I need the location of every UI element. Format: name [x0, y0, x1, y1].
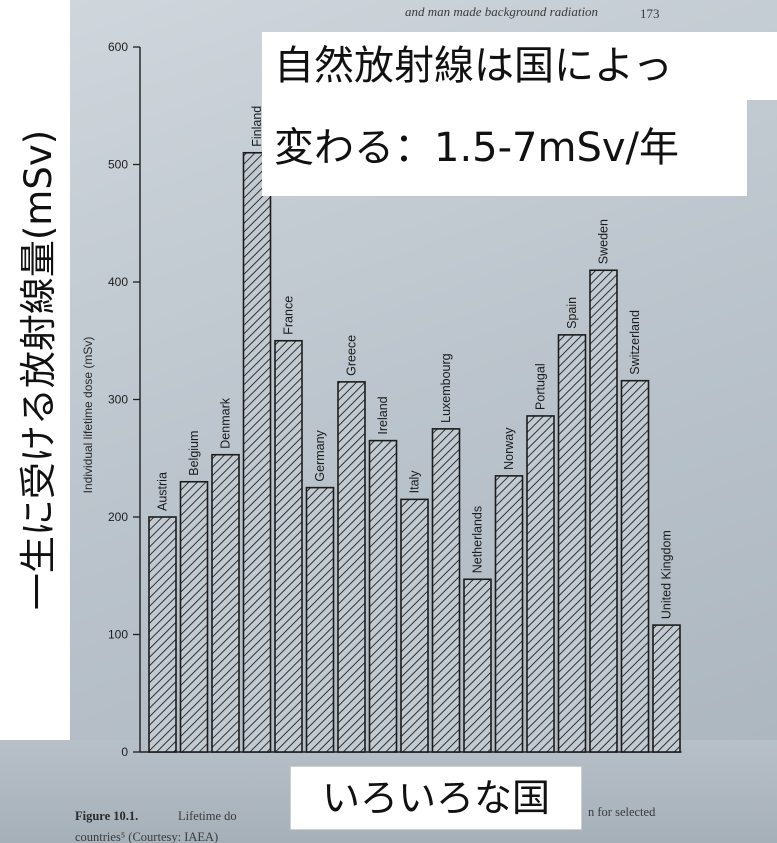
- slide-title-line2: 変わる：1.5-7mSv/年: [262, 100, 747, 196]
- category-label: Switzerland: [628, 310, 642, 375]
- slide-title-line1: 自然放射線は国によっ: [262, 32, 777, 100]
- bar-greece: [337, 381, 366, 753]
- category-label: Spain: [565, 297, 579, 329]
- category-label: Norway: [502, 427, 516, 470]
- bar-netherlands: [463, 578, 492, 753]
- category-label: Sweden: [597, 219, 611, 264]
- bar-france: [274, 339, 303, 753]
- jp-ylabel: 一生に受ける放射線量(mSv): [17, 129, 60, 611]
- figure-caption-right: n for selected: [588, 805, 656, 819]
- jp-ylabel-panel: 一生に受ける放射線量(mSv): [0, 0, 70, 740]
- bar-belgium: [179, 480, 209, 753]
- category-label: Germany: [313, 429, 327, 481]
- bar-italy: [400, 498, 429, 753]
- y-tick-label: 100: [108, 628, 128, 642]
- y-tick-label: 300: [108, 393, 128, 407]
- category-label: Ireland: [376, 396, 390, 434]
- category-label: Portugal: [534, 363, 548, 410]
- category-label: Greece: [345, 335, 359, 376]
- bar-united-kingdom: [652, 624, 681, 753]
- y-tick-label: 500: [108, 158, 128, 172]
- y-tick-label: 200: [108, 510, 128, 524]
- book-page-header: and man made background radiation: [405, 4, 598, 19]
- y-tick-label: 0: [121, 745, 128, 759]
- bar-spain: [557, 334, 587, 753]
- bar-luxembourg: [431, 428, 461, 753]
- bars: [148, 151, 681, 753]
- category-label: Denmark: [219, 397, 233, 448]
- category-label: Finland: [250, 106, 264, 147]
- category-label: Luxembourg: [439, 353, 453, 423]
- bar-austria: [148, 516, 177, 753]
- figure-caption-label: Figure 10.1.: [75, 809, 138, 823]
- category-label: Italy: [408, 470, 422, 494]
- category-labels: Austria Belgium Denmark Finland France German…: [156, 106, 674, 619]
- figure-caption-left: Lifetime do: [178, 809, 237, 823]
- category-label: Belgium: [187, 431, 201, 476]
- bar-sweden: [589, 269, 618, 753]
- bar-germany: [305, 486, 335, 753]
- category-label: United Kingdom: [660, 530, 674, 619]
- bar-finland: [242, 151, 272, 753]
- category-label: Netherlands: [471, 506, 485, 573]
- bar-ireland: [368, 439, 398, 753]
- bar-denmark: [211, 453, 240, 753]
- y-axis-title: Individual lifetime dose (mSv): [81, 337, 95, 494]
- bar-switzerland: [620, 379, 650, 753]
- bar-norway: [494, 475, 524, 753]
- y-tick-label: 600: [108, 40, 128, 54]
- category-label: Austria: [156, 472, 170, 511]
- book-page-number: 173: [640, 6, 660, 21]
- bar-portugal: [526, 415, 555, 753]
- bottom-caption: いろいろな国: [290, 766, 582, 830]
- figure-caption-line2: countries⁵ (Courtesy: IAEA): [75, 830, 218, 843]
- y-tick-label: 400: [108, 275, 128, 289]
- category-label: France: [282, 296, 296, 335]
